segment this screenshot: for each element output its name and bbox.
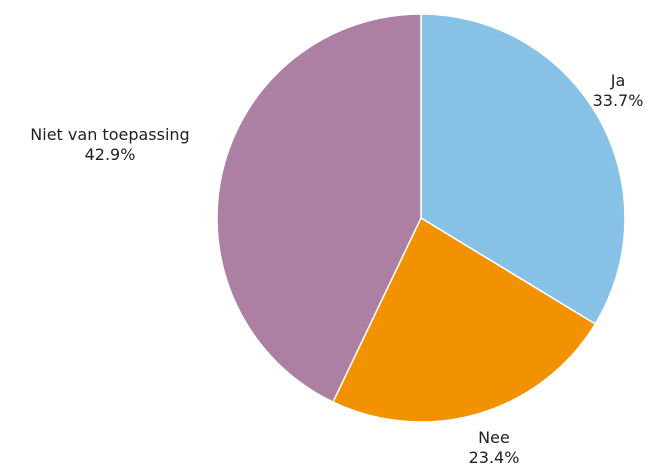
pie-slices — [216, 13, 626, 423]
pie-slice-ja — [420, 13, 626, 326]
slice-value-label: 33.7% — [593, 91, 644, 110]
slice-value-label: 23.4% — [469, 448, 520, 467]
slice-label: Nee — [478, 428, 510, 447]
pie-slice-nee — [331, 216, 597, 423]
pie-slice-niet-van-toepassing — [216, 13, 422, 404]
slice-value-label: 42.9% — [85, 145, 136, 164]
slice-label: Niet van toepassing — [30, 125, 189, 144]
slice-label: Ja — [610, 71, 626, 90]
